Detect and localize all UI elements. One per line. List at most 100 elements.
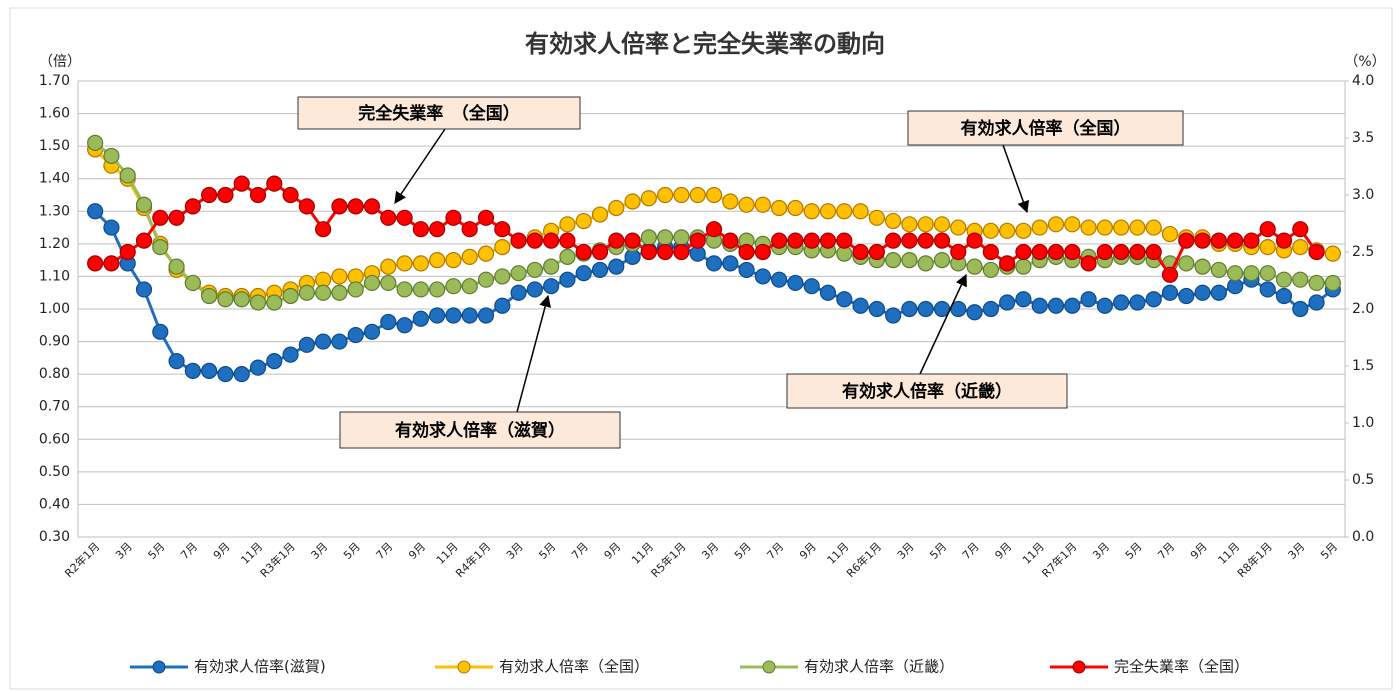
data-point xyxy=(298,336,315,353)
y2-tick-label: 1.0 xyxy=(1352,415,1374,431)
data-point xyxy=(168,258,185,275)
data-point xyxy=(1096,297,1113,314)
data-point xyxy=(640,229,657,246)
data-point xyxy=(249,359,267,376)
data-point xyxy=(543,258,560,275)
data-point xyxy=(771,232,788,249)
data-point xyxy=(119,167,136,184)
data-point xyxy=(738,261,755,279)
data-point xyxy=(1324,245,1341,262)
data-point xyxy=(999,294,1016,311)
data-point xyxy=(966,258,983,275)
data-point xyxy=(429,307,446,324)
y-tick-label: 0.80 xyxy=(39,366,70,382)
data-point xyxy=(526,232,543,249)
annotation-text: 有効求人倍率（滋賀） xyxy=(395,420,565,441)
data-point xyxy=(347,198,364,215)
data-point xyxy=(461,248,478,265)
data-point xyxy=(1178,232,1195,249)
data-point xyxy=(1113,294,1130,311)
data-point xyxy=(836,203,853,220)
data-point xyxy=(1015,258,1032,275)
data-point xyxy=(575,265,592,282)
data-point xyxy=(673,243,690,261)
data-point xyxy=(119,243,136,261)
data-point xyxy=(1275,287,1293,305)
data-point xyxy=(868,243,885,261)
data-point xyxy=(103,219,120,236)
data-point xyxy=(608,232,625,249)
y-tick-label: 1.60 xyxy=(39,106,70,122)
y-tick-label: 1.10 xyxy=(39,268,70,284)
data-point xyxy=(135,232,153,249)
data-point xyxy=(87,134,104,151)
data-point xyxy=(754,196,771,213)
data-point xyxy=(1227,232,1244,249)
y-tick-label: 0.70 xyxy=(39,399,70,415)
data-point xyxy=(152,209,169,226)
data-point xyxy=(1292,221,1309,238)
annotation-box xyxy=(907,110,1184,146)
data-point xyxy=(608,258,625,275)
data-point xyxy=(103,255,120,272)
data-point xyxy=(591,206,609,223)
annotation-box xyxy=(297,96,581,130)
data-point xyxy=(1129,294,1146,311)
data-point xyxy=(1194,258,1211,275)
data-point xyxy=(624,232,641,249)
data-point xyxy=(1178,287,1195,305)
data-point xyxy=(184,198,201,215)
data-point xyxy=(363,274,381,292)
data-point xyxy=(901,252,918,269)
data-point xyxy=(982,261,999,279)
data-point xyxy=(950,219,967,236)
legend-marker xyxy=(1072,660,1086,674)
data-point xyxy=(315,333,332,350)
data-point xyxy=(282,186,299,204)
data-point xyxy=(1080,255,1097,272)
data-point xyxy=(1292,239,1309,256)
data-point xyxy=(445,307,462,324)
y-axis-label: （倍） xyxy=(39,54,81,70)
y-tick-label: 1.00 xyxy=(39,301,70,317)
data-point xyxy=(266,353,283,370)
data-point xyxy=(152,239,169,256)
y-tick-label: 0.90 xyxy=(39,334,70,350)
data-point xyxy=(412,281,429,298)
data-point xyxy=(315,221,332,238)
data-point xyxy=(168,209,185,226)
data-point xyxy=(510,284,527,301)
data-point xyxy=(526,281,543,298)
data-point xyxy=(184,362,201,379)
data-point xyxy=(331,284,348,301)
legend-label: 有効求人倍率(滋賀) xyxy=(194,658,326,676)
data-point xyxy=(836,232,853,249)
annotation-text: 有効求人倍率（近畿） xyxy=(842,381,1012,402)
data-point xyxy=(477,209,495,226)
data-point xyxy=(217,366,234,383)
data-point xyxy=(87,203,104,220)
data-point xyxy=(1113,243,1130,261)
data-point xyxy=(705,255,723,272)
data-point xyxy=(347,281,364,298)
legend-label: 有効求人倍率（全国） xyxy=(499,658,649,676)
data-point xyxy=(836,291,853,308)
data-point xyxy=(396,255,413,272)
data-point xyxy=(1080,219,1097,236)
data-point xyxy=(901,232,918,249)
data-point xyxy=(917,300,934,318)
data-point xyxy=(103,147,120,165)
data-point xyxy=(87,255,104,272)
data-point xyxy=(819,284,837,301)
data-point xyxy=(738,196,755,213)
data-point xyxy=(673,229,690,246)
data-point xyxy=(429,252,446,269)
data-point xyxy=(852,243,869,261)
data-point xyxy=(1308,274,1325,292)
data-point xyxy=(510,265,527,282)
data-point xyxy=(1145,219,1162,236)
data-point xyxy=(1210,284,1227,301)
annotation-arrow xyxy=(516,294,552,413)
data-point xyxy=(1161,225,1179,243)
y-tick-label: 1.70 xyxy=(39,73,70,89)
